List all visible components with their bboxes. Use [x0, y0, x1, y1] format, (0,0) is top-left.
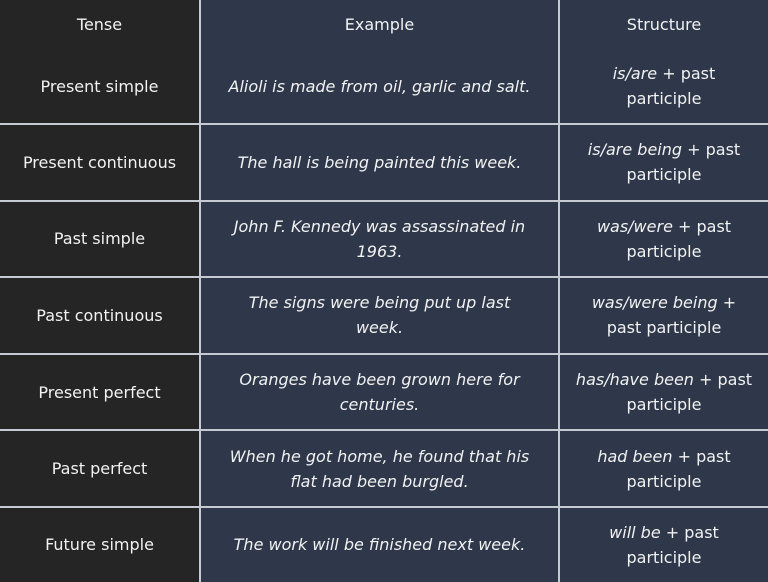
tense-cell: Present simple [0, 49, 201, 126]
example-cell: The signs were being put up last week. [199, 276, 560, 355]
structure-cell: is/are + past participle [558, 49, 768, 126]
table-row: Present perfect Oranges have been grown h… [0, 352, 768, 432]
structure-auxiliary: is/are [612, 64, 658, 84]
structure-cell: was/were + past participle [558, 199, 768, 279]
tense-cell: Past simple [0, 199, 201, 279]
header-row: Tense Example Structure [0, 0, 768, 49]
structure-auxiliary: had been [597, 446, 673, 466]
structure-auxiliary: was/were [596, 216, 673, 236]
structure-cell: was/were being + past participle [558, 276, 768, 355]
table-row: Past perfect When he got home, he found t… [0, 429, 768, 508]
structure-cell: is/are being + past participle [558, 123, 768, 202]
example-cell: Oranges have been grown here for centuri… [199, 352, 560, 432]
structure-cell: has/have been + past participle [558, 352, 768, 432]
structure-rest: + past participle [606, 293, 737, 338]
structure-auxiliary: has/have been [575, 370, 694, 390]
structure-rest: + past participle [626, 216, 732, 261]
header-structure: Structure [558, 0, 768, 49]
table-row: Present continuous The hall is being pain… [0, 123, 768, 202]
structure-rest: + past participle [626, 140, 741, 185]
structure-auxiliary: will be [609, 522, 661, 542]
structure-rest: + past participle [626, 370, 753, 415]
table-row: Past continuous The signs were being put … [0, 276, 768, 355]
structure-rest: + past participle [626, 446, 731, 491]
table-row: Past simple John F. Kennedy was assassina… [0, 199, 768, 279]
table-row: Present simple Alioli is made from oil, g… [0, 49, 768, 126]
example-cell: The work will be finished next week. [199, 505, 560, 582]
example-cell: The hall is being painted this week. [199, 123, 560, 202]
header-tense: Tense [0, 0, 201, 49]
example-cell: When he got home, he found that his flat… [199, 429, 560, 508]
structure-rest: + past participle [626, 64, 716, 109]
example-cell: Alioli is made from oil, garlic and salt… [199, 49, 560, 126]
structure-cell: will be + past participle [558, 505, 768, 582]
structure-cell: had been + past participle [558, 429, 768, 508]
structure-auxiliary: is/are being [587, 140, 683, 160]
tense-cell: Present perfect [0, 352, 201, 432]
tense-cell: Present continuous [0, 123, 201, 202]
structure-auxiliary: was/were being [591, 293, 718, 313]
tense-cell: Past perfect [0, 429, 201, 508]
example-cell: John F. Kennedy was assassinated in 1963… [199, 199, 560, 279]
tense-cell: Future simple [0, 505, 201, 582]
tense-cell: Past continuous [0, 276, 201, 355]
table-row: Future simple The work will be finished n… [0, 505, 768, 582]
header-example: Example [199, 0, 560, 49]
structure-rest: + past participle [626, 522, 719, 567]
